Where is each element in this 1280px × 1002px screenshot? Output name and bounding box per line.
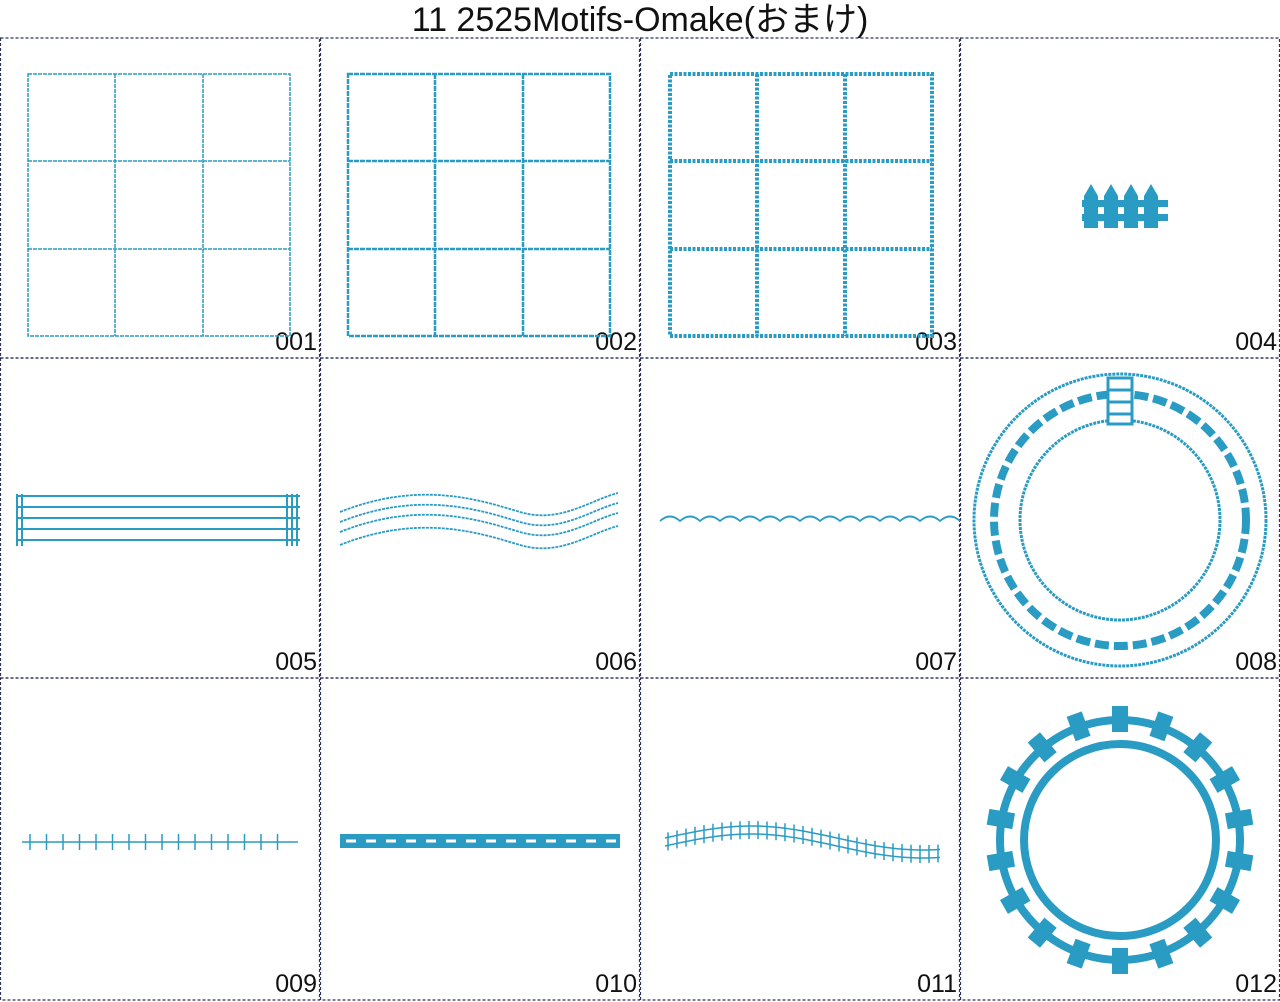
motif-fence (1082, 184, 1168, 228)
rail-block (1224, 808, 1254, 830)
cell-label: 008 (1235, 648, 1277, 676)
rail-block (1209, 887, 1241, 914)
cell-label: 001 (275, 328, 317, 356)
motif-lines (16, 494, 300, 546)
rail-block (1066, 711, 1091, 742)
cell-label: 009 (275, 970, 317, 998)
rail-block (1209, 766, 1241, 793)
cell-label: 002 (595, 328, 637, 356)
motif-grid (27, 73, 291, 337)
rail-block (1112, 948, 1128, 974)
rail-block (1149, 711, 1174, 742)
rail-block (1149, 938, 1174, 969)
motif-band (340, 834, 620, 848)
motif-track (22, 834, 298, 850)
cell-label: 010 (595, 970, 637, 998)
cell-label: 012 (1235, 970, 1277, 998)
title: 11 2525Motifs-Omake(おまけ) (412, 1, 869, 39)
motif-grid (668, 72, 934, 338)
track-tie (667, 821, 939, 863)
rail-block (1224, 850, 1254, 872)
cell-border (959, 37, 1280, 359)
rail-block (1066, 938, 1091, 969)
cell-label: 004 (1235, 328, 1277, 356)
cell-border (0, 677, 321, 1001)
rail-block (1027, 732, 1057, 763)
cell-border (0, 37, 321, 359)
track-tie (29, 834, 279, 850)
motif-scallop (659, 515, 961, 523)
cell-border (959, 357, 1280, 679)
motif-grid (346, 72, 612, 338)
cell-border (639, 357, 961, 679)
cell-label: 006 (595, 648, 637, 676)
rail-block (1183, 917, 1213, 948)
cell-border (639, 37, 961, 359)
rail-block (999, 766, 1031, 793)
motifs (16, 72, 1268, 974)
rail-block (986, 808, 1016, 830)
rail-block (1183, 732, 1213, 763)
motif-wavy-track (664, 821, 941, 863)
motif-ring (972, 372, 1268, 668)
cell-label: 005 (275, 648, 317, 676)
cell-border (319, 357, 641, 679)
cell-label: 011 (917, 970, 957, 998)
cell-label: 003 (915, 328, 957, 356)
rail-block (1112, 706, 1128, 732)
rail-block (986, 850, 1016, 872)
cell-label: 007 (915, 648, 957, 676)
rail-block (999, 887, 1031, 914)
rail-block (1027, 917, 1057, 948)
grid: 001 002 003 004 005 006 007 008 009 010 011 012 (0, 37, 1280, 1001)
cell-border (319, 37, 641, 359)
motif-waves (339, 492, 619, 550)
cell-border (639, 677, 961, 1001)
cell-border (319, 677, 641, 1001)
cell-border (0, 357, 321, 679)
motif-rail-ring (986, 706, 1254, 974)
